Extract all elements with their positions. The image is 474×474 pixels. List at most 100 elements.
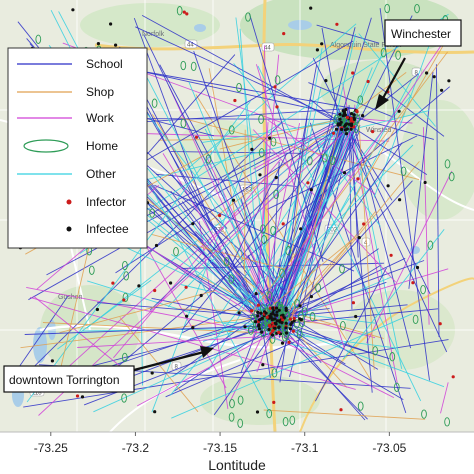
infector-point [438,322,442,326]
legend-label-school: School [86,57,123,71]
home-marker [357,95,364,105]
infectee-point [336,122,340,126]
home-marker [266,291,273,301]
infectee-point [397,109,401,113]
home-marker [282,416,289,427]
trip-line-school [321,27,341,127]
legend-label-infectee: Infectee [86,222,129,236]
trip-line-other [86,124,345,329]
trip-line-school [143,34,283,318]
infector-point [287,340,291,344]
callout-torrington-arrow [133,350,205,372]
infector-point [250,309,254,313]
home-marker [228,412,235,422]
infectee-point [275,310,279,314]
infectee-point [271,306,275,310]
infectee-point [440,88,444,92]
infectee-point [114,43,118,47]
trip-line-other [87,280,335,358]
home-marker [289,415,296,425]
home-marker [180,118,187,128]
home-marker [176,6,183,16]
infectee-point [271,317,275,321]
home-marker [427,240,434,250]
map-label-algonquin: Algonquin State Forest [330,42,401,49]
home-marker [384,3,391,14]
trip-line-shop [20,314,275,349]
infectee-point [342,171,347,175]
trip-line-school [123,70,269,325]
infectee-point [275,313,279,317]
infectee-point [299,227,303,231]
home-marker [281,332,288,342]
trip-line-other [278,332,397,349]
infectee-point [284,326,288,330]
infector-point [356,177,360,181]
trip-line-shop [263,409,426,420]
infectee-point [199,293,203,298]
infectee-point [343,128,348,132]
trip-line-school [165,339,300,398]
trip-line-school [308,82,394,118]
infectee-point [50,359,55,363]
home-marker [88,265,95,275]
trip-line-school [315,267,387,402]
trip-line-school [114,40,354,180]
home-marker [261,234,267,245]
trip-line-school [17,295,69,370]
trip-line-school [316,24,380,44]
home-marker [389,352,396,362]
infectee-point [352,113,356,117]
trip-line-school [193,51,287,322]
x-tick-label: -73.2 [122,441,150,455]
trip-line-school [275,323,294,373]
trip-line-other [233,63,272,111]
trip-line-shop [151,233,294,272]
home-marker [339,264,345,274]
infectee-point [361,114,365,118]
infectee-point [354,314,358,319]
trip-line-work [252,54,280,330]
infectee-point [277,325,281,330]
legend-item-infectee: Infectee [66,222,129,236]
infectee-point [268,314,272,318]
home-marker [271,368,278,378]
infector-point [306,181,310,185]
trip-line-work [254,326,395,399]
x-tick-label: -73.05 [372,441,406,455]
home-marker [274,75,281,85]
x-tick-label: -73.15 [203,441,237,455]
home-marker [270,225,276,236]
infector-point [288,317,292,321]
legend-item-home: Home [23,139,118,153]
infectee-point [280,341,285,345]
legend-item-school: School [17,57,123,71]
home-marker [173,246,179,257]
infector-point [349,117,353,121]
infectee-point [344,107,348,112]
trip-line-work [113,159,281,359]
home-marker [340,320,346,331]
trip-line-shop [158,138,253,141]
infectee-point [80,395,85,399]
infector-point [233,98,237,103]
infectee-point [398,198,402,202]
trip-line-shop [208,68,253,314]
infectee-point [259,311,263,315]
infector-point [268,323,272,328]
map-label-norfolk: Norfolk [142,31,165,38]
infectee-point [264,311,268,315]
infector-point [351,301,355,305]
home-marker [122,260,128,271]
infectee-point [258,173,262,177]
trip-line-shop [281,161,420,329]
trip-line-other [276,323,445,388]
home-marker [329,155,336,165]
callout-winchester-text: Winchester [391,27,451,41]
trip-line-school [105,64,357,110]
legend-item-infector: Infector [66,195,126,209]
trip-line-school [284,180,413,321]
callout-torrington-arrowhead [200,346,214,358]
infectee-point [191,326,195,330]
home-marker [35,34,42,44]
